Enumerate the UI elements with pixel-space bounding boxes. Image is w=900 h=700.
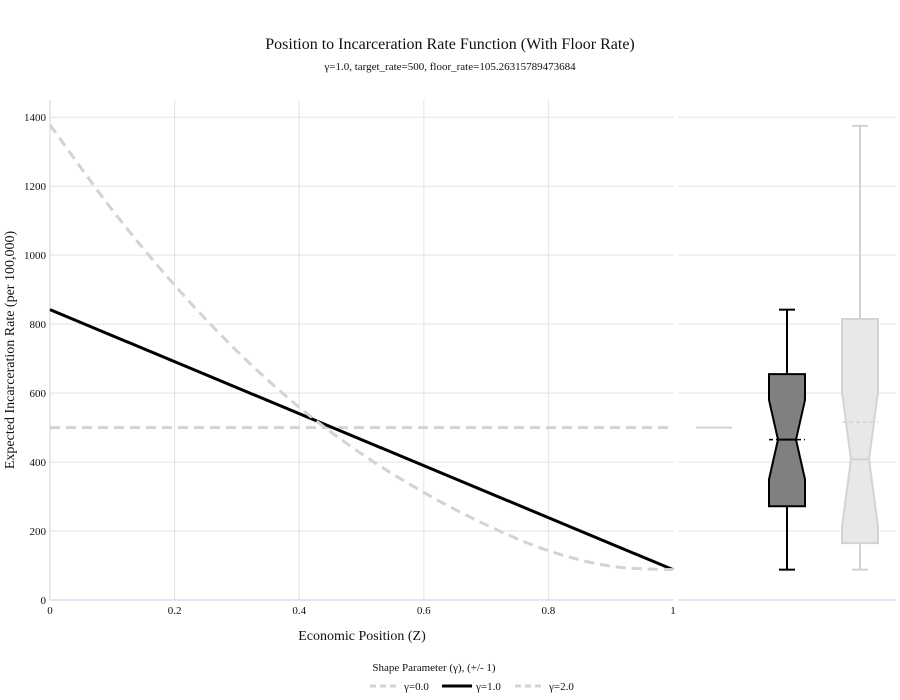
y-tick-label: 1000 — [24, 250, 47, 262]
y-axis-title: Expected Incarceration Rate (per 100,000… — [3, 231, 18, 470]
legend-label-1: γ=0.0 — [403, 681, 429, 693]
tick-labels: 0 200 400 600 800 1000 1200 1400 0 0.2 0.4 0.6 0.8 1 — [24, 112, 676, 617]
axes — [49, 100, 896, 601]
legend-label-3: γ=2.0 — [548, 681, 574, 693]
series-line-2 — [49, 308, 674, 572]
y-tick-label: 400 — [30, 457, 47, 469]
chart-title: Position to Incarceration Rate Function … — [265, 36, 635, 53]
x-tick-label: 0 — [47, 605, 53, 617]
x-tick-label: 1 — [670, 605, 676, 617]
x-tick-label: 0.4 — [292, 605, 306, 617]
grid — [50, 100, 896, 600]
y-tick-label: 600 — [30, 388, 47, 400]
series-line-3 — [48, 123, 674, 572]
y-tick-label: 0 — [41, 595, 47, 607]
y-tick-label: 200 — [30, 526, 47, 538]
y-tick-label: 1400 — [24, 112, 47, 124]
x-tick-label: 0.6 — [417, 605, 431, 617]
x-tick-label: 0.8 — [542, 605, 556, 617]
x-axis-title: Economic Position (Z) — [298, 629, 426, 644]
marginal-boxplots — [696, 124, 879, 571]
legend: Shape Parameter (γ), (+/- 1) γ=0.0 γ=1.0 γ… — [370, 662, 574, 693]
legend-label-2: γ=1.0 — [475, 681, 501, 693]
x-tick-label: 0.2 — [168, 605, 182, 617]
y-tick-label: 1200 — [24, 181, 47, 193]
legend-title: Shape Parameter (γ), (+/- 1) — [372, 662, 495, 674]
series-lines — [48, 123, 674, 572]
chart-subtitle: γ=1.0, target_rate=500, floor_rate=105.2… — [324, 61, 576, 73]
boxplot-3-box — [841, 317, 879, 545]
y-tick-label: 800 — [30, 319, 47, 331]
